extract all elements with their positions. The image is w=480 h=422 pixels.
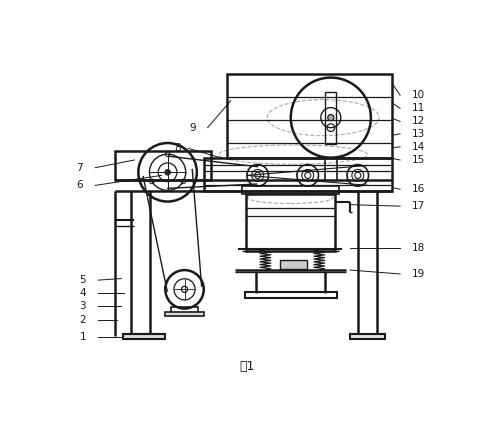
Bar bbox=[123, 334, 165, 339]
Bar bbox=[204, 158, 392, 191]
Circle shape bbox=[327, 114, 333, 121]
Text: 17: 17 bbox=[411, 201, 424, 211]
Text: 12: 12 bbox=[411, 116, 424, 127]
Text: 8: 8 bbox=[174, 143, 180, 154]
Text: 16: 16 bbox=[411, 184, 424, 194]
Bar bbox=[170, 307, 198, 314]
Bar bbox=[242, 186, 338, 194]
Text: 7: 7 bbox=[76, 162, 83, 173]
Bar bbox=[325, 92, 336, 143]
Text: 13: 13 bbox=[411, 129, 424, 139]
Text: 14: 14 bbox=[411, 142, 424, 152]
Text: 18: 18 bbox=[411, 243, 424, 253]
Bar bbox=[279, 260, 306, 269]
Text: 图1: 图1 bbox=[239, 360, 254, 373]
Text: 5: 5 bbox=[79, 275, 86, 285]
Text: 10: 10 bbox=[411, 90, 424, 100]
Circle shape bbox=[165, 170, 170, 175]
Bar bbox=[349, 334, 384, 339]
Text: 9: 9 bbox=[189, 123, 196, 133]
Bar bbox=[165, 312, 204, 316]
Text: 3: 3 bbox=[79, 301, 86, 311]
Bar bbox=[244, 292, 336, 298]
Text: 15: 15 bbox=[411, 155, 424, 165]
Bar bbox=[227, 74, 392, 158]
Text: 2: 2 bbox=[79, 315, 86, 325]
Text: 4: 4 bbox=[79, 288, 86, 298]
Text: 6: 6 bbox=[76, 180, 83, 190]
Bar bbox=[246, 194, 334, 251]
Text: 19: 19 bbox=[411, 269, 424, 279]
Bar bbox=[115, 151, 211, 180]
Text: 11: 11 bbox=[411, 103, 424, 114]
Text: 1: 1 bbox=[79, 332, 86, 342]
